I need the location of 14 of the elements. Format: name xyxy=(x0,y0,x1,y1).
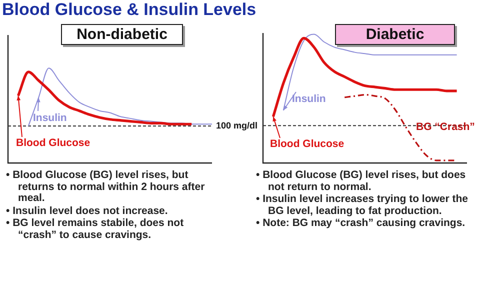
text: Blood Glucose xyxy=(16,137,90,149)
text: • Insulin level does not increase. xyxy=(6,204,169,217)
legend-label: Insulin xyxy=(292,93,326,105)
ref-line-label: 100 mg/dl xyxy=(216,120,258,131)
text: • Blood Glucose (BG) level rises, but does not return to normal. xyxy=(256,169,467,193)
legend-label: Insulin xyxy=(33,112,67,124)
text: • Blood Glucose (BG) level rises, but returns to normal within 2 hours after meal. xyxy=(6,169,206,204)
text: • BG level remains stabile, does not “crash” to cause cravings. xyxy=(6,217,185,241)
chart-title: Blood Glucose & Insulin Levels xyxy=(2,0,256,20)
text: • Insulin level increases trying to lower the BG level, leading to fat production. xyxy=(256,193,469,217)
text: • Note: BG may “crash” causing cravings. xyxy=(256,217,466,230)
title-box: Diabetic xyxy=(335,24,455,45)
text: Blood Glucose xyxy=(270,138,344,150)
title-box: Non-diabetic xyxy=(61,24,183,45)
